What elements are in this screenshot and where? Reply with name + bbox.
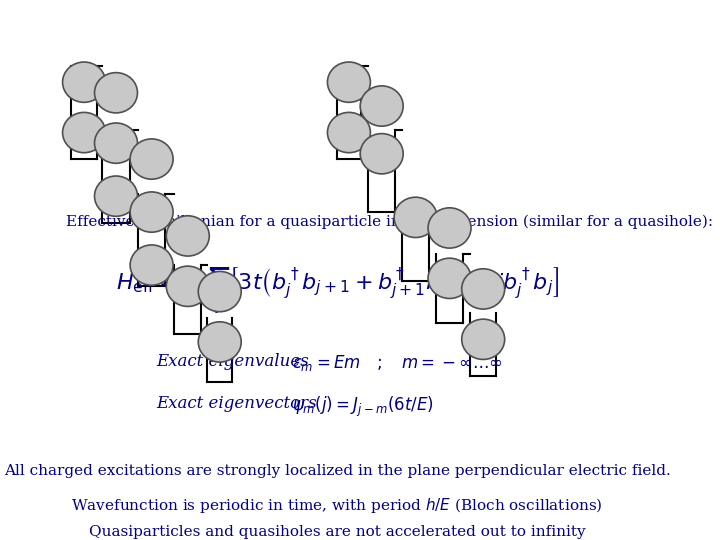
- Circle shape: [63, 62, 106, 102]
- Circle shape: [328, 112, 370, 153]
- Circle shape: [166, 266, 210, 306]
- Text: Exact eigenvectors: Exact eigenvectors: [156, 395, 317, 412]
- Text: Effective Hamiltonian for a quasiparticle in one dimension (similar for a quasih: Effective Hamiltonian for a quasiparticl…: [66, 215, 713, 229]
- Circle shape: [198, 322, 241, 362]
- Text: $\varepsilon_m = Em \quad ; \quad m = -\infty \ldots \infty$: $\varepsilon_m = Em \quad ; \quad m = -\…: [292, 353, 503, 373]
- Text: $\psi_m(j) = J_{j-m}(6t/E)$: $\psi_m(j) = J_{j-m}(6t/E)$: [292, 395, 433, 419]
- Circle shape: [130, 192, 173, 232]
- Text: Quasiparticles and quasiholes are not accelerated out to infinity: Quasiparticles and quasiholes are not ac…: [89, 525, 585, 539]
- Circle shape: [462, 319, 505, 360]
- Circle shape: [462, 269, 505, 309]
- Circle shape: [94, 73, 138, 113]
- Text: $H_{\mathrm{eff}} = -\sum_{j}\left[3t\left(b_j^\dagger b_{j+1} + b_{j+1}^\dagger: $H_{\mathrm{eff}} = -\sum_{j}\left[3t\le…: [116, 265, 559, 316]
- Circle shape: [328, 62, 370, 102]
- Circle shape: [394, 197, 437, 238]
- Circle shape: [130, 139, 173, 179]
- Circle shape: [94, 176, 138, 217]
- Circle shape: [198, 272, 241, 312]
- Circle shape: [428, 208, 471, 248]
- Circle shape: [94, 123, 138, 163]
- Circle shape: [166, 216, 210, 256]
- Text: Wavefunction is periodic in time, with period $h/E$ (Bloch oscillations): Wavefunction is periodic in time, with p…: [71, 496, 603, 515]
- Text: All charged excitations are strongly localized in the plane perpendicular electr: All charged excitations are strongly loc…: [4, 464, 670, 478]
- Circle shape: [360, 86, 403, 126]
- Text: Exact eigenvalues: Exact eigenvalues: [156, 353, 309, 369]
- Circle shape: [360, 133, 403, 174]
- Circle shape: [428, 258, 471, 299]
- Circle shape: [130, 245, 173, 285]
- Circle shape: [63, 112, 106, 153]
